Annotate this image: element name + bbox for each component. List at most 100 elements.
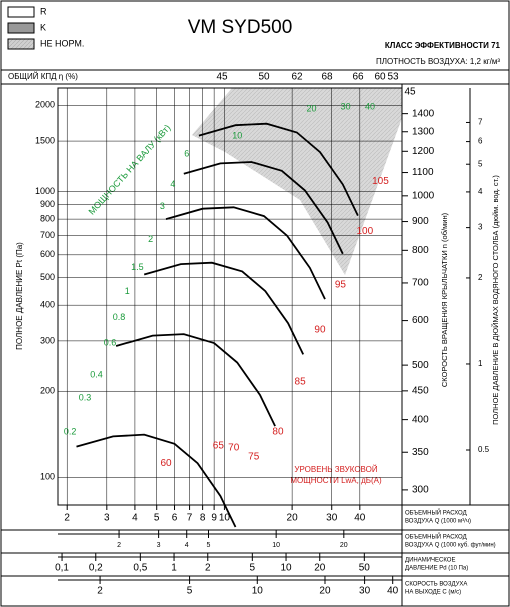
- y3-tick-label: 2: [478, 273, 483, 282]
- pd-tick-label: 0,2: [89, 563, 103, 574]
- y-tick-label: 700: [40, 230, 55, 240]
- power-value: 10: [232, 131, 242, 141]
- c-tick-label: 5: [187, 586, 193, 597]
- y-tick-label: 1500: [35, 135, 55, 145]
- x-tick-label: 9: [211, 513, 217, 524]
- y3-tick-label: 6: [478, 137, 483, 146]
- power-value: 20: [307, 104, 317, 114]
- speed-curve: [115, 333, 276, 427]
- y2-label: СКОРОСТЬ ВРАЩЕНИЯ КРЫЛЬЧАТКИ n (об/мин): [440, 212, 449, 387]
- y3-tick-label: 0.5: [478, 445, 490, 454]
- pd-tick-label: 0,1: [55, 563, 69, 574]
- y-tick-label: 300: [40, 335, 55, 345]
- speed-curve: [165, 206, 326, 300]
- y2-tick-label: 350: [412, 447, 429, 458]
- x-tick-label: 40: [354, 513, 366, 524]
- c-tick-label: 20: [319, 586, 331, 597]
- y2-tick-label: 600: [412, 315, 429, 326]
- efficiency-label: 66: [352, 72, 364, 83]
- x-tick-label: 20: [287, 513, 299, 524]
- y3-label: ПОЛНОЕ ДАВЛЕНИЕ В ДЮЙМАХ ВОДЯНОГО СТОЛБА…: [491, 175, 500, 425]
- y-label: ПОЛНОЕ ДАВЛЕНИЕ Pt (Па): [15, 242, 24, 350]
- efficiency-label: 53: [387, 72, 399, 83]
- noise-value: 85: [295, 376, 307, 387]
- pd-tick-label: 1: [171, 563, 177, 574]
- efficiency-label: ОБЩИЙ КПД η (%): [8, 72, 78, 81]
- cfm-tick-label: 4: [185, 542, 189, 549]
- pd-tick-label: 50: [359, 563, 371, 574]
- y2-tick-label: 1200: [412, 146, 435, 157]
- y2-tick-label: 1000: [412, 190, 435, 201]
- noise-label: МОЩНОСТИ LwA, дБ(A): [290, 476, 382, 485]
- noise-value: 105: [372, 176, 389, 187]
- y3-tick-label: 7: [478, 118, 483, 127]
- pd-tick-label: 2: [205, 563, 211, 574]
- y2-tick-label: 900: [412, 216, 429, 227]
- noise-value: 100: [356, 226, 373, 237]
- y3-tick-label: 4: [478, 187, 483, 196]
- pd-tick-label: 0,5: [133, 563, 147, 574]
- c-tick-label: 10: [252, 586, 264, 597]
- cfm-tick-label: 20: [340, 542, 348, 549]
- cfm-label: ОБЪЕМНЫЙ РАСХОД: [405, 533, 467, 541]
- speed-curve: [76, 433, 237, 528]
- x-tick-label: 5: [154, 513, 160, 524]
- power-value: 30: [341, 102, 351, 112]
- y-tick-label: 400: [40, 300, 55, 310]
- power-value: 40: [365, 102, 375, 112]
- speed-curve: [198, 122, 359, 216]
- efficiency-label: 50: [258, 72, 270, 83]
- y-tick-label: 2000: [35, 100, 55, 110]
- x-tick-label: 6: [172, 513, 178, 524]
- noise-value: 95: [335, 279, 347, 290]
- efficiency-label: 45: [404, 87, 416, 98]
- x-tick-label: 8: [200, 513, 206, 524]
- y-tick-label: 900: [40, 199, 55, 209]
- power-value: 0.3: [79, 393, 92, 403]
- noise-label: УРОВЕНЬ ЗВУКОВОЙ: [294, 465, 377, 474]
- cfm-tick-label: 10: [272, 542, 280, 549]
- y2-tick-label: 1300: [412, 126, 435, 137]
- y-tick-label: 600: [40, 249, 55, 259]
- y-tick-label: 1000: [35, 186, 55, 196]
- class-label: КЛАСС ЭФФЕКТИВНОСТИ 71: [385, 41, 501, 50]
- x-tick-label: 7: [187, 513, 193, 524]
- y3-tick-label: 3: [478, 223, 483, 232]
- cfm-tick-label: 3: [157, 542, 161, 549]
- power-value: 1: [125, 286, 130, 296]
- legend-swatch: [7, 22, 35, 34]
- y-tick-label: 500: [40, 272, 55, 282]
- legend-label: НЕ НОРМ.: [40, 38, 84, 48]
- plot-border: [57, 87, 403, 506]
- power-value: 0.2: [64, 426, 77, 436]
- pd-tick-label: 10: [280, 563, 292, 574]
- efficiency-label: 68: [321, 72, 333, 83]
- noise-value: 70: [228, 442, 240, 453]
- y2-tick-label: 300: [412, 485, 429, 496]
- y2-tick-label: 1400: [412, 108, 435, 119]
- efficiency-label: 60: [374, 72, 386, 83]
- x-tick-label: 30: [326, 513, 338, 524]
- pd-label: ДИНАМИЧЕСКОЕ: [405, 558, 455, 564]
- y-tick-label: 800: [40, 213, 55, 223]
- x-tick-label: 2: [64, 513, 70, 524]
- y3-tick-label: 1: [478, 359, 483, 368]
- power-value: 3: [160, 201, 165, 211]
- power-value: 2: [148, 234, 153, 244]
- c-tick-label: 30: [359, 586, 371, 597]
- cfm-tick-label: 2: [117, 542, 121, 549]
- cfm-label: ВОЗДУХА Q (1000 куб. фут/мин): [405, 543, 496, 549]
- x-tick-label: 4: [132, 513, 138, 524]
- noise-value: 60: [160, 458, 172, 469]
- x-label: ВОЗДУХА Q (1000 м³/ч): [405, 519, 471, 525]
- c-label: СКОРОСТЬ ВОЗДУХА: [405, 582, 467, 588]
- pd-label: ДАВЛЕНИЕ Pd (10 Па): [405, 566, 468, 572]
- y2-tick-label: 800: [412, 245, 429, 256]
- c-tick-label: 2: [97, 586, 103, 597]
- speed-curve: [143, 261, 305, 355]
- chart-title: VM SYD500: [188, 17, 293, 38]
- y2-tick-label: 700: [412, 278, 429, 289]
- efficiency-label: 45: [216, 72, 228, 83]
